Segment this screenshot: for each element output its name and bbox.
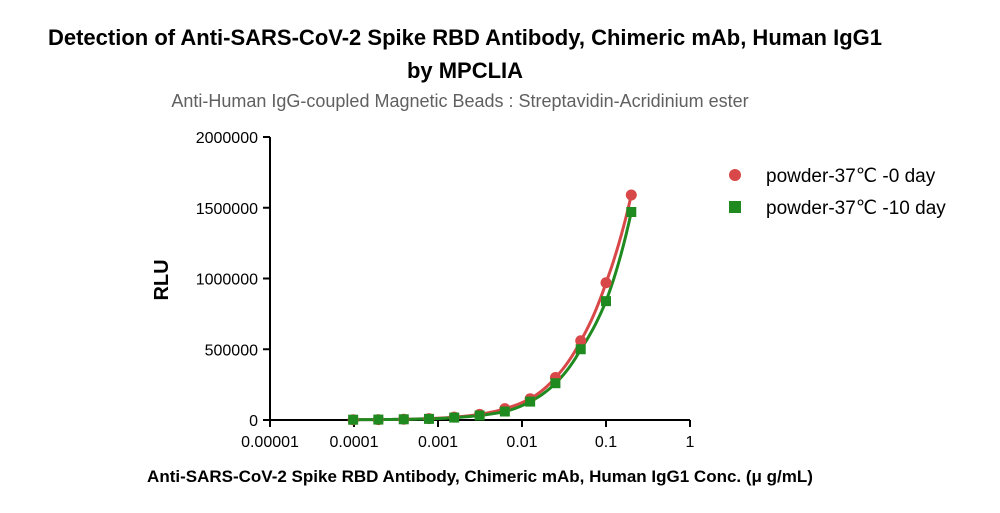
data-point-series-2 [373, 414, 384, 425]
data-point-series-2 [474, 410, 485, 421]
chart-title-line1: Detection of Anti-SARS-CoV-2 Spike RBD A… [48, 25, 882, 50]
data-point-series-1 [575, 335, 587, 347]
data-point-series-2 [626, 206, 637, 217]
data-point-series-2 [525, 396, 536, 407]
data-point-series-2 [601, 296, 611, 307]
fit-curve-series-2 [353, 211, 633, 422]
data-point-series-2 [423, 413, 434, 424]
x-tick-label: 0.00001 [241, 434, 299, 451]
y-tick-label: 1000000 [196, 272, 258, 289]
data-point-series-2 [499, 406, 510, 417]
legend-label-series-2: powder-37℃ -10 day [766, 198, 946, 219]
y-tick-label: 1500000 [196, 201, 258, 218]
data-point-series-2 [348, 414, 359, 425]
x-tick-label: 0.001 [418, 434, 458, 451]
legend-marker-series-2 [729, 201, 741, 213]
data-point-series-2 [398, 414, 409, 425]
y-tick-label: 2000000 [196, 130, 258, 147]
data-point-series-1 [625, 189, 637, 201]
y-tick-label: 500000 [205, 342, 258, 359]
data-point-series-1 [600, 277, 612, 289]
legend-label-series-1: powder-37℃ -0 day [766, 166, 936, 187]
data-points [347, 189, 637, 426]
axes: 0 500000 1000000 1500000 2000000 0.00001 0.000… [196, 130, 695, 451]
data-point-series-2 [575, 344, 586, 355]
y-axis-label: RLU [151, 259, 173, 300]
y-tick-label: 0 [249, 413, 258, 430]
chart-title-line2: by MPCLIA [407, 58, 523, 83]
x-tick-label: 0.0001 [330, 434, 379, 451]
x-tick-label: 0.01 [506, 434, 537, 451]
data-point-series-2 [449, 412, 460, 423]
x-axis-label: Anti-SARS-CoV-2 Spike RBD Antibody, Chim… [147, 467, 813, 486]
fit-curves [353, 194, 633, 422]
legend-marker-series-1 [729, 169, 741, 181]
x-tick-label: 0.1 [595, 434, 617, 451]
legend: powder-37℃ -0 day powder-37℃ -10 day [729, 166, 946, 219]
chart-subtitle: Anti-Human IgG-coupled Magnetic Beads : … [171, 91, 748, 111]
fit-curve-series-1 [353, 194, 633, 422]
data-point-series-2 [550, 378, 561, 389]
x-tick-label: 1 [686, 434, 695, 451]
